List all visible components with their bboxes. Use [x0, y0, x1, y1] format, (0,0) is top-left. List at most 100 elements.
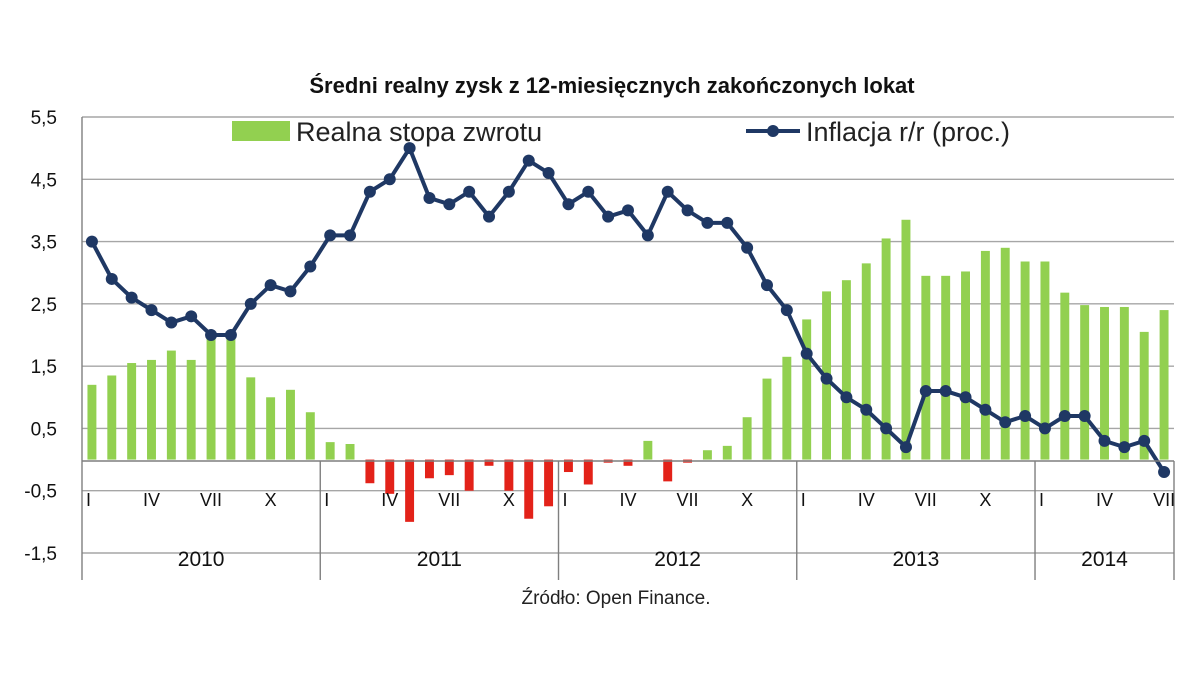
bar	[424, 459, 434, 479]
line-point	[681, 204, 694, 217]
y-tick-label: -1,5	[24, 544, 57, 565]
x-tick-label: IV	[619, 490, 636, 510]
bar-series	[87, 219, 1169, 522]
line-point	[860, 403, 873, 416]
source-note: Źródło: Open Finance.	[521, 588, 710, 609]
line-point	[582, 185, 595, 198]
line-point	[939, 385, 952, 398]
x-tick-label: I	[801, 490, 806, 510]
bar	[464, 459, 474, 491]
line-point	[363, 185, 376, 198]
line-point	[1158, 466, 1171, 479]
year-label: 2013	[893, 548, 940, 571]
x-tick-label: VII	[200, 490, 222, 510]
bar	[186, 359, 196, 460]
y-tick-label: 2,5	[31, 295, 57, 316]
line-point	[622, 204, 634, 217]
line-point	[899, 441, 912, 454]
line-point	[304, 260, 317, 273]
bar	[385, 459, 395, 494]
legend-swatch-bar	[232, 121, 290, 141]
line-point	[1078, 409, 1091, 422]
bar	[1119, 306, 1129, 460]
x-tick-label: X	[503, 490, 515, 510]
bar	[841, 280, 851, 460]
bar	[762, 378, 772, 460]
line-point	[344, 229, 357, 242]
bar	[166, 350, 176, 460]
grid-lines	[82, 116, 1174, 554]
bar	[980, 250, 990, 460]
line-point	[959, 391, 972, 404]
line-point	[1058, 409, 1071, 422]
line-point	[721, 216, 734, 229]
x-tick-label: I	[324, 490, 329, 510]
line-point	[205, 329, 218, 341]
bar	[1000, 247, 1010, 460]
line-point	[741, 241, 754, 254]
line-point	[463, 185, 476, 198]
y-tick-label: 4,5	[31, 170, 57, 191]
x-tick-label: IV	[858, 490, 875, 510]
bar	[484, 459, 494, 466]
bar	[1139, 331, 1149, 460]
bar	[405, 459, 415, 522]
line-point	[224, 329, 237, 341]
x-tick-label: VII	[915, 490, 937, 510]
bar	[742, 417, 752, 460]
x-tick-label: VII	[438, 490, 460, 510]
chart-title: Średni realny zysk z 12-miesięcznych zak…	[309, 73, 915, 98]
y-tick-label: 0,5	[31, 419, 57, 440]
bar	[107, 375, 117, 460]
line-point	[522, 154, 535, 167]
bar	[722, 445, 732, 460]
x-tick-label: VII	[677, 490, 699, 510]
line-point	[443, 198, 456, 211]
line-point	[641, 229, 654, 242]
x-tick-label: X	[741, 490, 753, 510]
bar	[1100, 306, 1109, 460]
bar	[961, 271, 970, 460]
bar	[901, 219, 911, 460]
bar	[563, 459, 573, 473]
x-tick-label: IV	[143, 490, 160, 510]
line-point	[820, 372, 833, 385]
line-point	[800, 347, 813, 360]
line-point	[1098, 434, 1111, 447]
y-tick-label: -0,5	[24, 482, 57, 503]
bar	[1060, 292, 1070, 460]
line-point	[760, 279, 773, 292]
bar	[286, 389, 295, 460]
line-point	[324, 229, 337, 242]
bar	[87, 384, 97, 460]
axes: 5,5 4,5 3,5 2,5 1,5 0,5 -0,5 -1,5 2010 2011 2012 20…	[24, 108, 1175, 580]
x-tick-label: IV	[1096, 490, 1113, 510]
line-point	[979, 403, 992, 416]
legend-swatch-marker	[767, 125, 779, 137]
bar	[266, 397, 276, 460]
line-point	[483, 210, 496, 223]
line-point	[1138, 434, 1151, 447]
bar	[504, 459, 514, 491]
line-point	[661, 185, 674, 198]
bar	[643, 440, 653, 460]
line-point	[244, 297, 257, 310]
line-point	[145, 304, 158, 317]
bar	[147, 359, 156, 460]
bar	[702, 450, 712, 460]
bar	[127, 363, 137, 460]
year-label: 2011	[417, 548, 462, 571]
line-point	[125, 291, 138, 304]
bar	[345, 444, 355, 460]
bar	[941, 275, 951, 460]
bar	[802, 319, 812, 460]
line-point	[1118, 441, 1131, 454]
bar	[921, 275, 931, 460]
line-point	[542, 167, 555, 180]
x-tick-label: IV	[381, 490, 398, 510]
x-tick-label: X	[979, 490, 991, 510]
bar	[881, 238, 891, 460]
bar	[544, 459, 554, 507]
line-point	[562, 198, 575, 211]
